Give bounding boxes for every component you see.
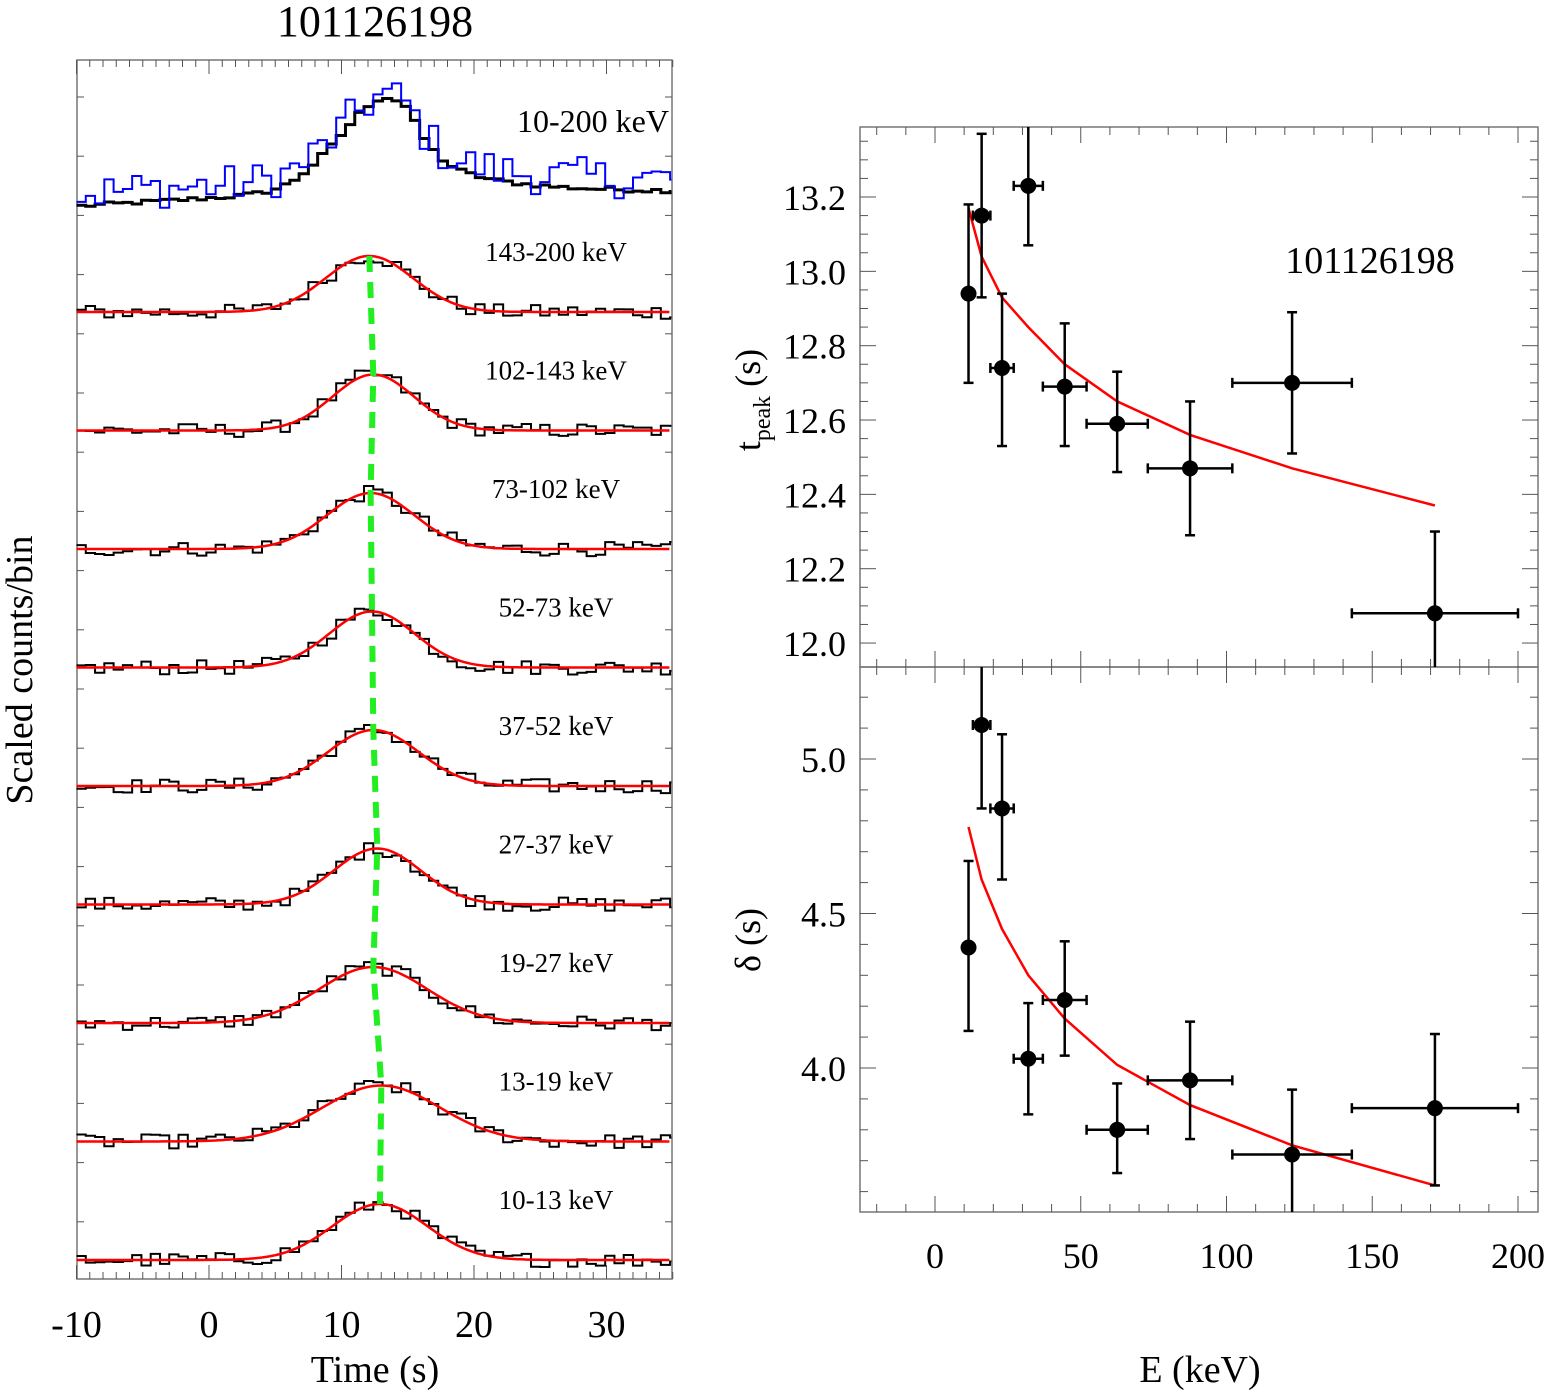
data-point <box>1284 374 1301 391</box>
y-tick-label: 12.6 <box>783 401 846 441</box>
bottom-right-ylabel: δ (s) <box>728 908 768 972</box>
data-point <box>1426 605 1443 622</box>
band-fit-curve <box>76 1202 670 1262</box>
data-point <box>1056 992 1073 1009</box>
y-tick-label: 12.4 <box>783 475 846 515</box>
data-point <box>1426 1100 1443 1117</box>
comparison-lightcurve <box>76 82 672 209</box>
data-point <box>1056 378 1073 395</box>
y-tick-label: 5.0 <box>801 740 846 780</box>
band-label: 10-200 keV <box>517 103 669 139</box>
band-label: 143-200 keV <box>485 237 627 267</box>
bottom-right-plot-frame <box>859 666 1539 1213</box>
band-lightcurve <box>76 961 672 1032</box>
bottom-ytick-labels: 4.0 4.5 5.0 <box>801 740 846 1089</box>
y-tick-label: 4.5 <box>801 895 846 935</box>
data-point <box>960 939 977 956</box>
y-tick-label: 12.2 <box>783 550 846 590</box>
left-band-labels: 10-200 keV 143-200 keV 102-143 keV 73-102 k… <box>485 103 669 1215</box>
data-point <box>973 717 990 734</box>
band-label: 19-27 keV <box>499 948 614 978</box>
y-tick-label: 12.0 <box>783 624 846 664</box>
left-ylabel: Scaled counts/bin <box>0 535 41 804</box>
left-plot-frame <box>76 59 673 1280</box>
total-lightcurve <box>76 97 672 208</box>
band-label: 37-52 keV <box>499 711 614 741</box>
x-tick-label: 0 <box>926 1236 944 1276</box>
y-tick-label: 12.8 <box>783 327 846 367</box>
ylabel-main: t <box>728 441 768 451</box>
peak-track-line <box>366 255 385 1205</box>
band-fit-curve <box>76 610 670 669</box>
band-lightcurve <box>76 842 672 912</box>
data-point <box>1020 177 1037 194</box>
x-tick-label: 0 <box>200 1304 219 1346</box>
left-xlabel: Time (s) <box>311 1349 439 1391</box>
band-label: 102-143 keV <box>485 356 627 386</box>
band-label: 73-102 keV <box>492 474 621 504</box>
band-fit-curve <box>76 254 670 314</box>
x-tick-label: 30 <box>588 1304 626 1346</box>
band-label: 10-13 keV <box>499 1185 614 1215</box>
y-tick-label: 13.0 <box>783 252 846 292</box>
data-point <box>1109 415 1126 432</box>
band-label: 13-19 keV <box>499 1067 614 1097</box>
bottom-right-marks <box>960 667 1520 1212</box>
left-light-curves <box>76 82 672 1269</box>
x-tick-label: 100 <box>1200 1236 1254 1276</box>
band-label: 52-73 keV <box>499 593 614 623</box>
x-tick-label: 200 <box>1491 1236 1545 1276</box>
data-point <box>994 359 1011 376</box>
band-fit-curve <box>76 1084 670 1143</box>
model-fit-curve <box>967 826 1436 1187</box>
top-right-marks <box>960 127 1520 667</box>
bottom-xtick-labels: 0 50 100 150 200 <box>926 1236 1545 1276</box>
left-title: 101126198 <box>277 0 473 46</box>
x-tick-label: 50 <box>1063 1236 1099 1276</box>
x-tick-label: -10 <box>51 1304 102 1346</box>
y-tick-label: 4.0 <box>801 1049 846 1089</box>
left-axis-ticks <box>76 60 674 1279</box>
ylabel-sub: peak <box>750 396 776 441</box>
data-point <box>1109 1121 1126 1138</box>
y-tick-label: 13.2 <box>783 178 846 218</box>
data-point <box>1020 1050 1037 1067</box>
x-tick-label: 20 <box>455 1304 493 1346</box>
band-label: 27-37 keV <box>499 830 614 860</box>
data-point <box>994 800 1011 817</box>
top-right-ylabel: tpeak (s) <box>728 349 776 451</box>
data-point <box>960 285 977 302</box>
data-point <box>1182 460 1199 477</box>
band-fit-curve <box>76 847 670 906</box>
x-tick-label: 10 <box>323 1304 361 1346</box>
data-point <box>1284 1146 1301 1163</box>
right-xlabel: E (keV) <box>1139 1349 1260 1391</box>
data-point <box>973 207 990 224</box>
x-tick-label: 150 <box>1345 1236 1399 1276</box>
top-right-annotation: 101126198 <box>1285 240 1455 282</box>
band-lightcurve <box>76 484 672 558</box>
top-right-plot-frame <box>859 126 1539 668</box>
left-xtick-labels: -10 0 10 20 30 <box>51 1304 625 1346</box>
top-ytick-labels: 12.0 12.2 12.4 12.6 12.8 13.0 13.2 <box>783 178 846 664</box>
ylabel-unit: (s) <box>728 349 768 396</box>
band-lightcurve <box>76 607 672 676</box>
data-point <box>1182 1072 1199 1089</box>
right-axis-ticks <box>860 127 1538 1212</box>
